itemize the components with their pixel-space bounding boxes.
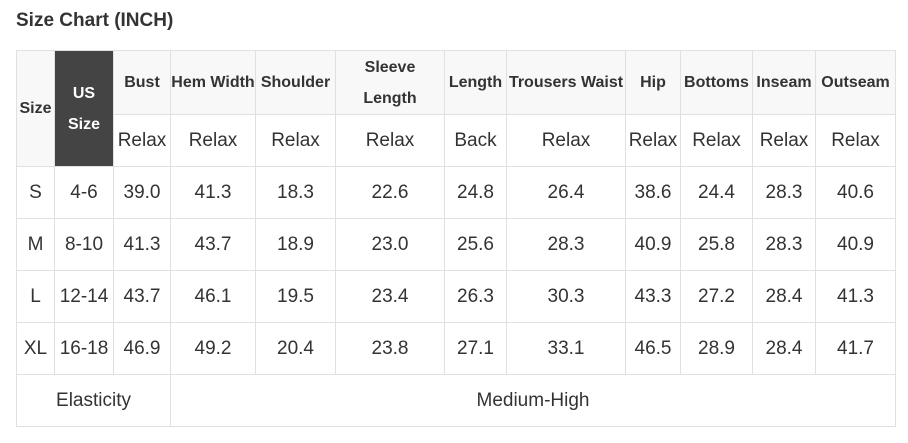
- fit-type-cell: Relax: [335, 114, 445, 167]
- header-bust: Bust: [113, 50, 171, 115]
- measurement-cell: 41.3: [113, 218, 171, 271]
- header-length: Length: [444, 50, 507, 115]
- elasticity-value: Medium-High: [170, 374, 896, 427]
- measurement-cell: 46.9: [113, 322, 171, 375]
- measurement-cell: 46.5: [625, 322, 681, 375]
- header-hip: Hip: [625, 50, 681, 115]
- header-size: Size: [16, 50, 55, 167]
- elasticity-label: Elasticity: [16, 374, 171, 427]
- size-chart-table: Size US Size Bust Hem Width Shoulder Sleeve…: [16, 50, 896, 427]
- measurement-cell: 43.3: [625, 270, 681, 323]
- header-inseam: Inseam: [752, 50, 816, 115]
- measurement-cell: 23.4: [335, 270, 445, 323]
- measurement-cell: 41.3: [815, 270, 896, 323]
- table-row: L 12-14 43.7 46.1 19.5 23.4 26.3 30.3 43.3 27.2 28…: [16, 270, 896, 323]
- measurement-cell: 24.8: [444, 166, 507, 219]
- measurement-cell: 27.1: [444, 322, 507, 375]
- measurement-cell: 24.4: [680, 166, 753, 219]
- measurement-cell: 28.4: [752, 270, 816, 323]
- fit-type-cell: Back: [444, 114, 507, 167]
- fit-type-cell: Relax: [170, 114, 256, 167]
- measurement-cell: 18.3: [255, 166, 336, 219]
- measurement-cell: 28.3: [506, 218, 626, 271]
- fit-type-cell: Relax: [752, 114, 816, 167]
- us-size-cell: 4-6: [54, 166, 114, 219]
- fit-type-cell: Relax: [506, 114, 626, 167]
- header-bottoms: Bottoms: [680, 50, 753, 115]
- measurement-cell: 25.6: [444, 218, 507, 271]
- table-row: XL 16-18 46.9 49.2 20.4 23.8 27.1 33.1 46.5 28.9 2…: [16, 322, 896, 375]
- measurement-cell: 20.4: [255, 322, 336, 375]
- measurement-cell: 22.6: [335, 166, 445, 219]
- us-size-cell: 16-18: [54, 322, 114, 375]
- measurement-cell: 41.7: [815, 322, 896, 375]
- measurement-cell: 28.3: [752, 218, 816, 271]
- elasticity-row: Elasticity Medium-High: [16, 374, 896, 427]
- measurement-cell: 26.3: [444, 270, 507, 323]
- measurement-cell: 39.0: [113, 166, 171, 219]
- measurement-cell: 27.2: [680, 270, 753, 323]
- fit-type-cell: Relax: [815, 114, 896, 167]
- header-outseam: Outseam: [815, 50, 896, 115]
- measurement-cell: 49.2: [170, 322, 256, 375]
- measurement-cell: 28.4: [752, 322, 816, 375]
- measurement-cell: 40.9: [625, 218, 681, 271]
- measurement-cell: 28.9: [680, 322, 753, 375]
- measurement-cell: 38.6: [625, 166, 681, 219]
- fit-type-cell: Relax: [625, 114, 681, 167]
- fit-type-cell: Relax: [680, 114, 753, 167]
- size-cell: M: [16, 218, 55, 271]
- us-size-cell: 12-14: [54, 270, 114, 323]
- size-cell: S: [16, 166, 55, 219]
- header-us-size: US Size: [54, 50, 114, 167]
- measurement-cell: 19.5: [255, 270, 336, 323]
- size-cell: XL: [16, 322, 55, 375]
- measurement-cell: 25.8: [680, 218, 753, 271]
- size-cell: L: [16, 270, 55, 323]
- measurement-cell: 40.9: [815, 218, 896, 271]
- header-hem-width: Hem Width: [170, 50, 256, 115]
- measurement-cell: 28.3: [752, 166, 816, 219]
- fit-type-cell: Relax: [255, 114, 336, 167]
- measurement-cell: 18.9: [255, 218, 336, 271]
- page-title: Size Chart (INCH): [16, 10, 174, 31]
- fit-type-cell: Relax: [113, 114, 171, 167]
- table-row: S 4-6 39.0 41.3 18.3 22.6 24.8 26.4 38.6 24.4 28.3…: [16, 166, 896, 219]
- measurement-cell: 30.3: [506, 270, 626, 323]
- measurement-cell: 43.7: [113, 270, 171, 323]
- measurement-cell: 26.4: [506, 166, 626, 219]
- measurement-cell: 33.1: [506, 322, 626, 375]
- header-shoulder: Shoulder: [255, 50, 336, 115]
- header-sleeve-length: Sleeve Length: [335, 50, 445, 115]
- measurement-cell: 46.1: [170, 270, 256, 323]
- measurement-cell: 41.3: [170, 166, 256, 219]
- measurement-cell: 23.8: [335, 322, 445, 375]
- measurement-cell: 40.6: [815, 166, 896, 219]
- measurement-cell: 23.0: [335, 218, 445, 271]
- table-row: M 8-10 41.3 43.7 18.9 23.0 25.6 28.3 40.9 25.8 28.…: [16, 218, 896, 271]
- us-size-cell: 8-10: [54, 218, 114, 271]
- measurement-cell: 43.7: [170, 218, 256, 271]
- header-trousers-waist: Trousers Waist: [506, 50, 626, 115]
